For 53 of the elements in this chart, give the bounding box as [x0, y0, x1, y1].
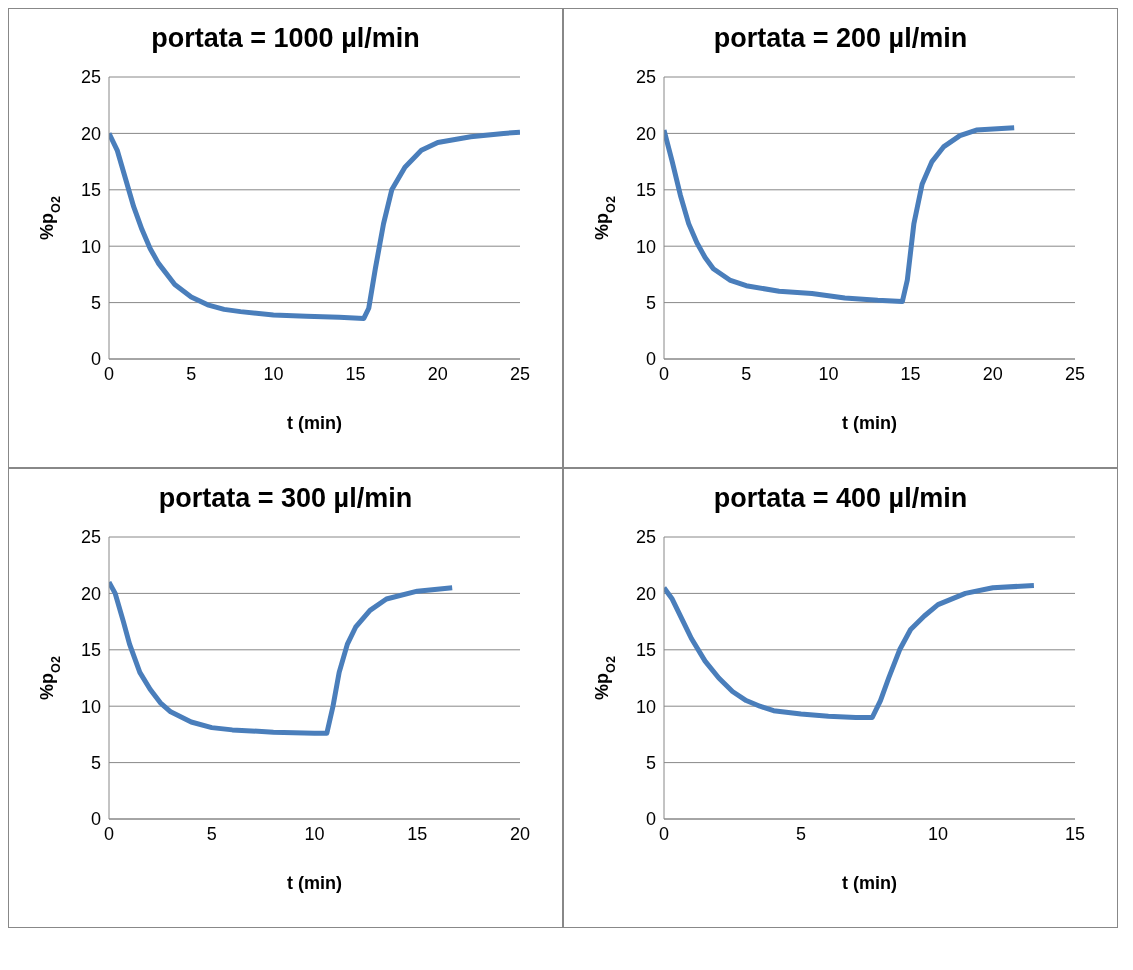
y-tick-label: 10: [80, 236, 101, 257]
x-tick-label: 25: [509, 363, 531, 384]
chart-title: portata = 300 µl/min: [157, 482, 414, 515]
x-tick-label: 20: [982, 363, 1003, 384]
y-tick-label: 25: [635, 527, 656, 548]
y-tick-label: 10: [635, 696, 656, 717]
x-tick-label: 25: [1064, 363, 1086, 384]
x-tick-label: 0: [658, 363, 670, 384]
x-tick-label: 0: [103, 823, 115, 844]
x-tick-label: 20: [509, 823, 531, 844]
x-tick-label: 10: [818, 363, 839, 384]
x-tick-label: 10: [304, 823, 325, 844]
y-tick-label: 20: [635, 583, 656, 604]
y-tick-label: 10: [80, 696, 101, 717]
y-tick-label: 5: [645, 752, 656, 773]
chart-title: portata = 400 µl/min: [712, 482, 969, 515]
y-tick-label: 5: [645, 292, 656, 313]
y-tick-label: 15: [635, 180, 656, 201]
y-tick-label: 15: [635, 640, 656, 661]
x-tick-label: 15: [1064, 823, 1086, 844]
y-tick-label: 25: [80, 527, 101, 548]
x-axis-title: t (min): [842, 413, 897, 433]
y-tick-label: 0: [90, 349, 101, 370]
y-tick-label: 0: [645, 809, 656, 830]
x-tick-label: 10: [263, 363, 284, 384]
y-tick-label: 20: [80, 123, 101, 144]
y-tick-label: 0: [645, 349, 656, 370]
y-tick-label: 10: [635, 236, 656, 257]
x-tick-label: 5: [741, 363, 752, 384]
x-axis-title: t (min): [287, 873, 342, 893]
y-tick-label: 25: [80, 67, 101, 88]
chart-title: portata = 200 µl/min: [712, 22, 969, 55]
y-tick-label: 0: [90, 809, 101, 830]
x-tick-label: 15: [900, 363, 921, 384]
x-tick-label: 20: [427, 363, 448, 384]
y-tick-label: 5: [90, 292, 101, 313]
x-tick-label: 0: [658, 823, 670, 844]
x-tick-label: 5: [186, 363, 197, 384]
y-tick-label: 25: [635, 67, 656, 88]
x-tick-label: 0: [103, 363, 115, 384]
x-tick-label: 15: [407, 823, 428, 844]
x-tick-label: 10: [927, 823, 949, 844]
y-tick-label: 20: [635, 123, 656, 144]
x-axis-title: t (min): [842, 873, 897, 893]
chart-title: portata = 1000 µl/min: [150, 22, 421, 55]
x-tick-label: 15: [345, 363, 366, 384]
x-axis-title: t (min): [287, 413, 342, 433]
y-tick-label: 15: [80, 640, 101, 661]
x-tick-label: 5: [795, 823, 807, 844]
x-tick-label: 5: [206, 823, 217, 844]
y-tick-label: 5: [90, 752, 101, 773]
y-tick-label: 20: [80, 583, 101, 604]
y-tick-label: 15: [80, 180, 101, 201]
